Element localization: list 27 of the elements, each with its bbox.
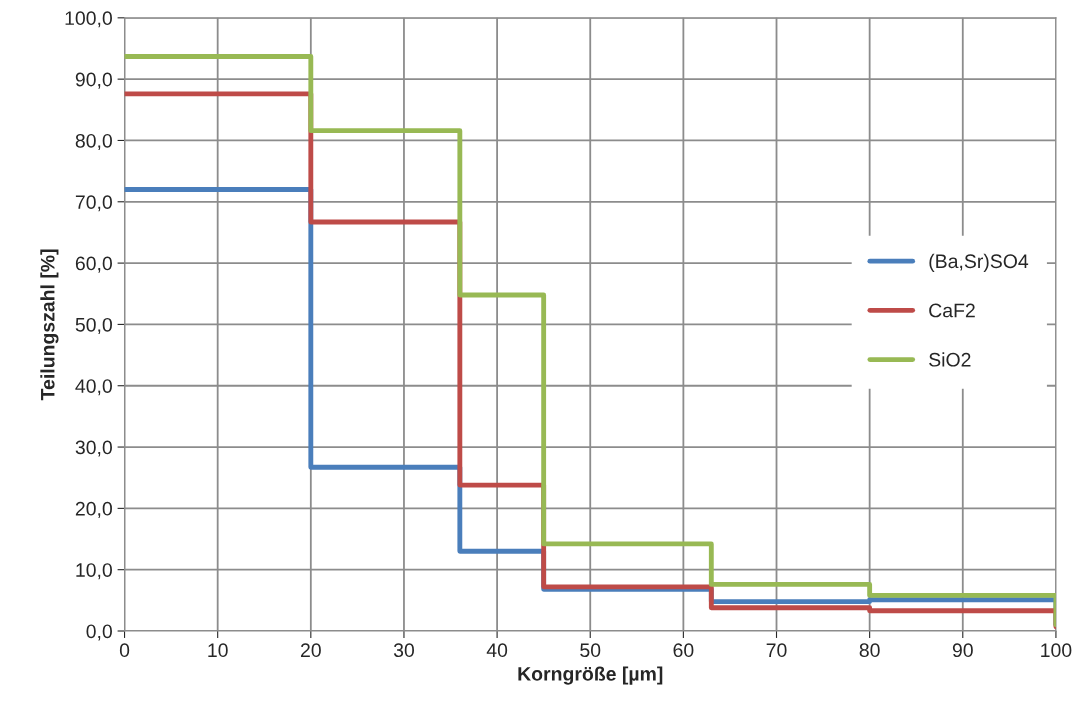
y-tick-label: 20,0	[75, 501, 112, 518]
x-tick-label: 30	[393, 643, 415, 658]
x-tick-label: 80	[859, 643, 880, 658]
x-tick-label: 100	[1041, 643, 1072, 658]
y-tick-label: 60,0	[75, 256, 112, 273]
x-tick-label: 60	[673, 643, 694, 658]
legend-label: SiO2	[929, 352, 971, 367]
y-tick-label: 10,0	[76, 563, 112, 580]
y-tick-label: 0,0	[86, 624, 112, 641]
y-axis-title: Teilungszahl [%]	[40, 249, 59, 401]
legend-label: CaF2	[929, 303, 975, 318]
x-tick-label: 50	[580, 643, 601, 658]
x-tick-label: 10	[208, 643, 228, 658]
y-tick-label: 50,0	[75, 317, 112, 334]
x-tick-label: 20	[300, 643, 321, 658]
y-tick-label: 30,0	[75, 440, 112, 457]
x-axis-title: Korngröße [µm]	[518, 666, 663, 685]
x-tick-label: 70	[766, 643, 787, 658]
y-tick-label: 40,0	[75, 379, 112, 396]
x-tick-label: 0	[119, 643, 130, 658]
x-tick-label: 90	[952, 643, 973, 658]
y-tick-label: 70,0	[75, 195, 112, 212]
y-tick-label: 90,0	[75, 72, 112, 89]
x-tick-label: 40	[486, 643, 508, 658]
y-tick-label: 80,0	[75, 133, 112, 150]
legend-label: (Ba,Sr)SO4	[929, 253, 1029, 272]
y-tick-label: 100,0	[65, 11, 112, 28]
